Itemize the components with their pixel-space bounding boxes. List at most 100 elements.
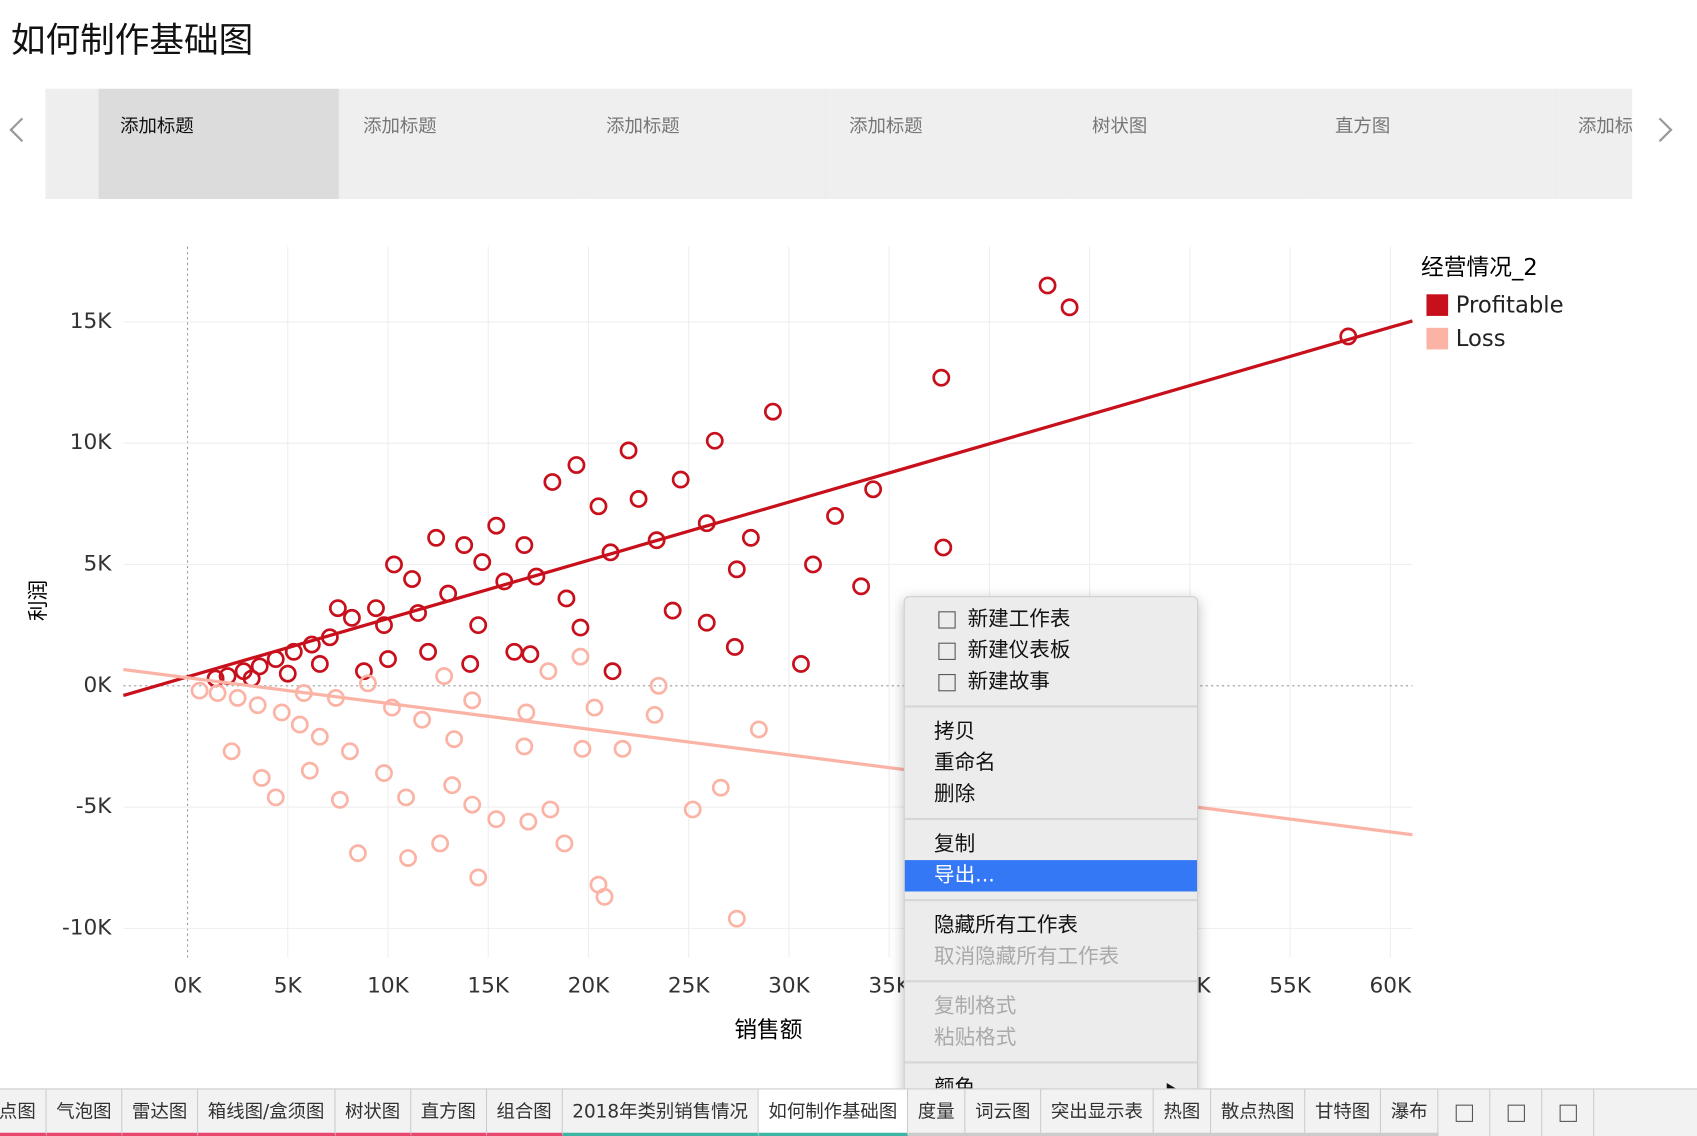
point bbox=[487, 516, 506, 535]
sheet-tab[interactable]: 树状图 bbox=[335, 1089, 411, 1136]
y-tick-label: 15K bbox=[70, 309, 113, 334]
point bbox=[250, 657, 269, 676]
menu-item[interactable]: 重命名 bbox=[934, 750, 996, 775]
sheet-tab[interactable]: 甘特图 bbox=[1305, 1089, 1382, 1136]
point bbox=[397, 788, 415, 807]
point bbox=[463, 795, 482, 814]
point bbox=[629, 490, 648, 508]
point bbox=[359, 674, 377, 693]
sheet-tab[interactable]: 直方图 bbox=[410, 1089, 487, 1136]
menu-item[interactable]: 导出... bbox=[904, 860, 1198, 892]
point bbox=[222, 742, 241, 761]
sheet-tab[interactable]: 雷达图 bbox=[122, 1089, 199, 1136]
point bbox=[330, 790, 349, 809]
point bbox=[375, 764, 393, 783]
menu-item[interactable]: 新建工作表 bbox=[905, 604, 1197, 635]
menu-item[interactable]: 删除 bbox=[934, 782, 976, 807]
story-point[interactable]: 树状图 bbox=[1070, 88, 1311, 200]
point bbox=[310, 727, 329, 746]
point bbox=[278, 664, 297, 683]
point bbox=[763, 402, 782, 421]
story-point[interactable]: 添加标题 bbox=[584, 88, 825, 200]
point bbox=[300, 761, 319, 780]
point bbox=[645, 705, 664, 724]
sheet-tab[interactable]: 箱线图/盒须图 bbox=[198, 1089, 336, 1136]
x-tick-label: 10K bbox=[367, 974, 410, 999]
menu-separator bbox=[904, 1061, 1198, 1064]
point bbox=[228, 688, 247, 707]
story-point[interactable]: 添加标 bbox=[1556, 88, 1633, 200]
story-point[interactable]: 添加标题 bbox=[98, 88, 339, 200]
menu-item[interactable]: 复制 bbox=[934, 831, 976, 856]
point bbox=[469, 616, 488, 635]
point bbox=[573, 739, 592, 758]
sheet-tab[interactable]: 瀑布 bbox=[1381, 1089, 1439, 1136]
sheet-tab[interactable]: 组合图 bbox=[486, 1089, 563, 1136]
point bbox=[385, 555, 403, 574]
story-point[interactable]: 添加标题 bbox=[341, 88, 582, 200]
legend-swatch bbox=[1426, 294, 1449, 316]
point bbox=[663, 601, 682, 620]
x-tick-label: 30K bbox=[768, 974, 811, 999]
menu-icon bbox=[938, 642, 956, 660]
point bbox=[383, 698, 401, 717]
trend-line bbox=[122, 319, 1413, 698]
point bbox=[469, 868, 488, 887]
sheet-tab[interactable]: 突出显示表 bbox=[1041, 1089, 1154, 1136]
point bbox=[340, 742, 359, 761]
menu-item[interactable]: 新建故事 bbox=[905, 666, 1197, 697]
menu-item[interactable]: 拷贝 bbox=[934, 719, 976, 744]
story-point[interactable]: 添加标题 bbox=[827, 88, 1068, 200]
sheet-tab[interactable]: 词云图 bbox=[965, 1089, 1042, 1136]
story-point[interactable]: 直方图 bbox=[1313, 88, 1554, 200]
new-sheet-button[interactable] bbox=[1490, 1089, 1543, 1136]
sheet-tab[interactable]: 2018年类别销售情况 bbox=[562, 1089, 759, 1136]
menu-item[interactable]: 隐藏所有工作表 bbox=[934, 913, 1078, 937]
menu-item[interactable]: 新建仪表板 bbox=[905, 635, 1197, 666]
point bbox=[435, 667, 454, 685]
context-menu: 新建工作表 新建仪表板 新建故事 拷贝 重命名 删除 复制 导出... 隐藏所有工作表 取消隐藏所… bbox=[903, 596, 1199, 1099]
point bbox=[543, 473, 562, 491]
point bbox=[697, 613, 716, 632]
sheet-tab[interactable]: 热图 bbox=[1153, 1089, 1212, 1136]
point bbox=[367, 599, 385, 618]
sheet-tab[interactable]: 如何制作基础图 bbox=[758, 1089, 909, 1136]
menu-separator bbox=[904, 899, 1198, 902]
sheet-tab[interactable]: 度量 bbox=[908, 1089, 966, 1136]
y-tick-label: 0K bbox=[84, 673, 113, 698]
point bbox=[749, 720, 768, 739]
series bbox=[190, 647, 768, 928]
point bbox=[473, 553, 492, 571]
point bbox=[208, 684, 227, 702]
point bbox=[571, 618, 590, 637]
x-tick-label: 55K bbox=[1269, 974, 1312, 999]
sheet-tab[interactable]: 点图 bbox=[0, 1089, 47, 1136]
sheet-tab[interactable]: 气泡图 bbox=[46, 1089, 123, 1136]
sheet-tab[interactable]: 散点热图 bbox=[1211, 1089, 1306, 1136]
point bbox=[355, 662, 373, 681]
point bbox=[252, 769, 271, 787]
legend-swatch bbox=[1426, 327, 1449, 350]
point bbox=[248, 696, 267, 715]
point bbox=[792, 655, 810, 673]
new-sheet-button[interactable] bbox=[1438, 1089, 1491, 1136]
point bbox=[934, 538, 953, 557]
point bbox=[557, 589, 576, 608]
point bbox=[725, 638, 744, 656]
point bbox=[539, 662, 558, 681]
new-sheet-button[interactable] bbox=[1542, 1089, 1595, 1136]
x-tick-label: 25K bbox=[668, 974, 711, 999]
series bbox=[206, 276, 1358, 688]
x-tick-label: 5K bbox=[274, 974, 303, 999]
point bbox=[445, 730, 464, 749]
x-tick-label: 20K bbox=[568, 974, 611, 999]
point bbox=[649, 676, 668, 695]
legend-label: Loss bbox=[1456, 326, 1506, 352]
point bbox=[515, 536, 534, 554]
menu-separator bbox=[904, 980, 1198, 983]
x-tick-label: 15K bbox=[467, 974, 510, 999]
point bbox=[443, 776, 462, 795]
y-tick-label: 10K bbox=[70, 430, 113, 455]
